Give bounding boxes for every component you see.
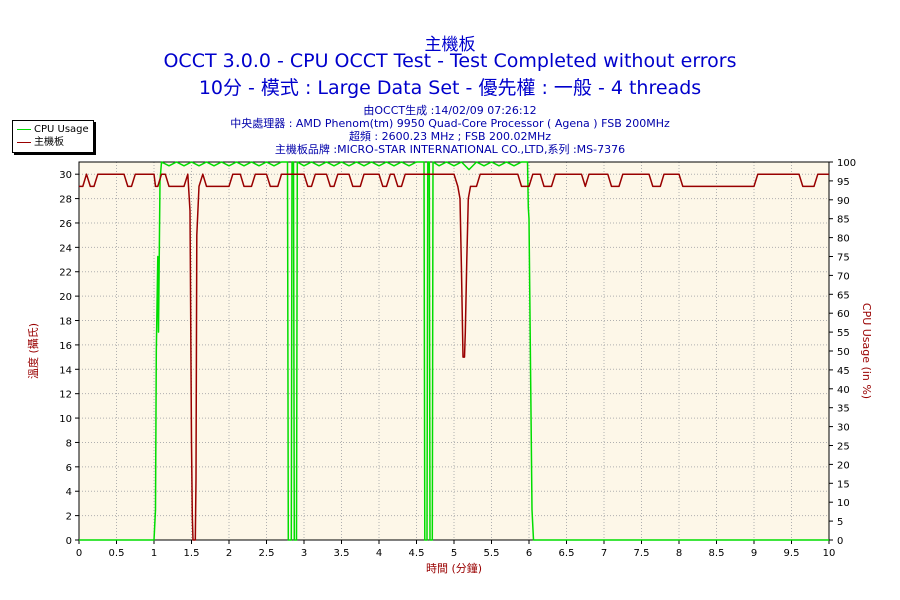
x-tick-label: 5 [451, 548, 457, 559]
y-left-tick-label: 8 [66, 438, 72, 449]
y-left-tick-label: 30 [59, 170, 72, 181]
y-left-tick-label: 26 [59, 219, 72, 230]
y-right-tick-label: 75 [837, 253, 850, 264]
y-left-tick-label: 10 [59, 414, 72, 425]
x-tick-label: 6 [526, 548, 532, 559]
legend-swatch-motherboard [17, 141, 31, 143]
chart-title-device: 主機板 [424, 35, 476, 55]
y-right-tick-label: 95 [837, 177, 850, 188]
y-right-tick-label: 15 [837, 479, 850, 490]
x-tick-label: 8.5 [709, 548, 725, 559]
legend-label-motherboard: 主機板 [34, 137, 64, 148]
x-tick-label: 4 [376, 548, 382, 559]
x-tick-label: 9.5 [784, 548, 800, 559]
x-tick-label: 2.5 [259, 548, 275, 559]
y-right-tick-label: 30 [837, 423, 850, 434]
y-right-tick-label: 40 [837, 385, 850, 396]
x-tick-label: 0 [76, 548, 82, 559]
x-tick-label: 1 [151, 548, 157, 559]
legend-item-cpu-usage: CPU Usage [17, 123, 89, 136]
plot-frame [78, 161, 830, 541]
y-right-tick-label: 60 [837, 309, 850, 320]
y-right-tick-label: 90 [837, 196, 850, 207]
x-tick-label: 5.5 [484, 548, 500, 559]
legend-label-cpu-usage: CPU Usage [34, 124, 89, 135]
y-left-tick-label: 12 [59, 390, 72, 401]
y-left-tick-label: 24 [59, 243, 72, 254]
x-tick-label: 0.5 [109, 548, 125, 559]
y-left-tick-label: 20 [59, 292, 72, 303]
chart-title-test: OCCT 3.0.0 - CPU OCCT Test - Test Comple… [163, 50, 737, 72]
y-right-tick-label: 5 [837, 517, 843, 528]
chart-legend: CPU Usage 主機板 [12, 120, 94, 153]
x-axis-title: 時間 (分鐘) [426, 561, 482, 575]
y-right-tick-label: 55 [837, 328, 850, 339]
series-line-cpu-usage [79, 161, 829, 541]
y-left-tick-label: 4 [66, 487, 72, 498]
y-left-tick-label: 6 [66, 463, 72, 474]
legend-swatch-cpu-usage [17, 128, 31, 130]
x-tick-label: 7 [601, 548, 607, 559]
y-right-tick-label: 85 [837, 215, 850, 226]
y-right-tick-label: 35 [837, 404, 850, 415]
y-left-tick-label: 16 [59, 341, 72, 352]
x-tick-label: 2 [226, 548, 232, 559]
y-right-tick-label: 20 [837, 460, 850, 471]
x-tick-label: 10 [823, 548, 836, 559]
info-cpu: 中央處理器 : AMD Phenom(tm) 9950 Quad-Core Pr… [230, 117, 670, 130]
x-tick-label: 7.5 [634, 548, 650, 559]
y-right-axis-title: CPU Usage (in %) [860, 303, 873, 399]
y-left-tick-label: 18 [59, 317, 72, 328]
y-right-tick-label: 65 [837, 290, 850, 301]
y-left-tick-label: 14 [59, 365, 72, 376]
chart-title-mode: 10分 - 模式 : Large Data Set - 優先權 : 一般 - 4… [198, 77, 702, 99]
series-line-motherboard [79, 173, 829, 541]
x-tick-label: 4.5 [409, 548, 425, 559]
y-right-tick-label: 10 [837, 498, 850, 509]
legend-item-motherboard: 主機板 [17, 136, 64, 149]
x-tick-label: 3.5 [334, 548, 350, 559]
x-tick-label: 9 [751, 548, 757, 559]
info-generated: 由OCCT生成 :14/02/09 07:26:12 [363, 104, 537, 117]
y-right-tick-label: 80 [837, 234, 850, 245]
x-tick-label: 6.5 [559, 548, 575, 559]
y-left-axis-title: 溫度 (攝氏) [26, 323, 40, 379]
y-right-tick-label: 25 [837, 442, 850, 453]
x-tick-label: 1.5 [184, 548, 200, 559]
info-motherboard: 主機板品牌 :MICRO-STAR INTERNATIONAL CO.,LTD,… [274, 143, 626, 156]
y-left-tick-label: 0 [66, 536, 72, 547]
info-clock: 超頻 : 2600.23 MHz ; FSB 200.02MHz [348, 130, 552, 143]
y-right-tick-label: 100 [837, 158, 856, 169]
x-tick-label: 3 [301, 548, 307, 559]
y-left-tick-label: 2 [66, 512, 72, 523]
y-right-tick-label: 70 [837, 271, 850, 282]
y-right-tick-label: 45 [837, 366, 850, 377]
x-tick-label: 8 [676, 548, 682, 559]
y-right-tick-label: 50 [837, 347, 850, 358]
y-left-tick-label: 28 [59, 195, 72, 206]
y-left-tick-label: 22 [59, 268, 72, 279]
y-right-tick-label: 0 [837, 536, 843, 547]
